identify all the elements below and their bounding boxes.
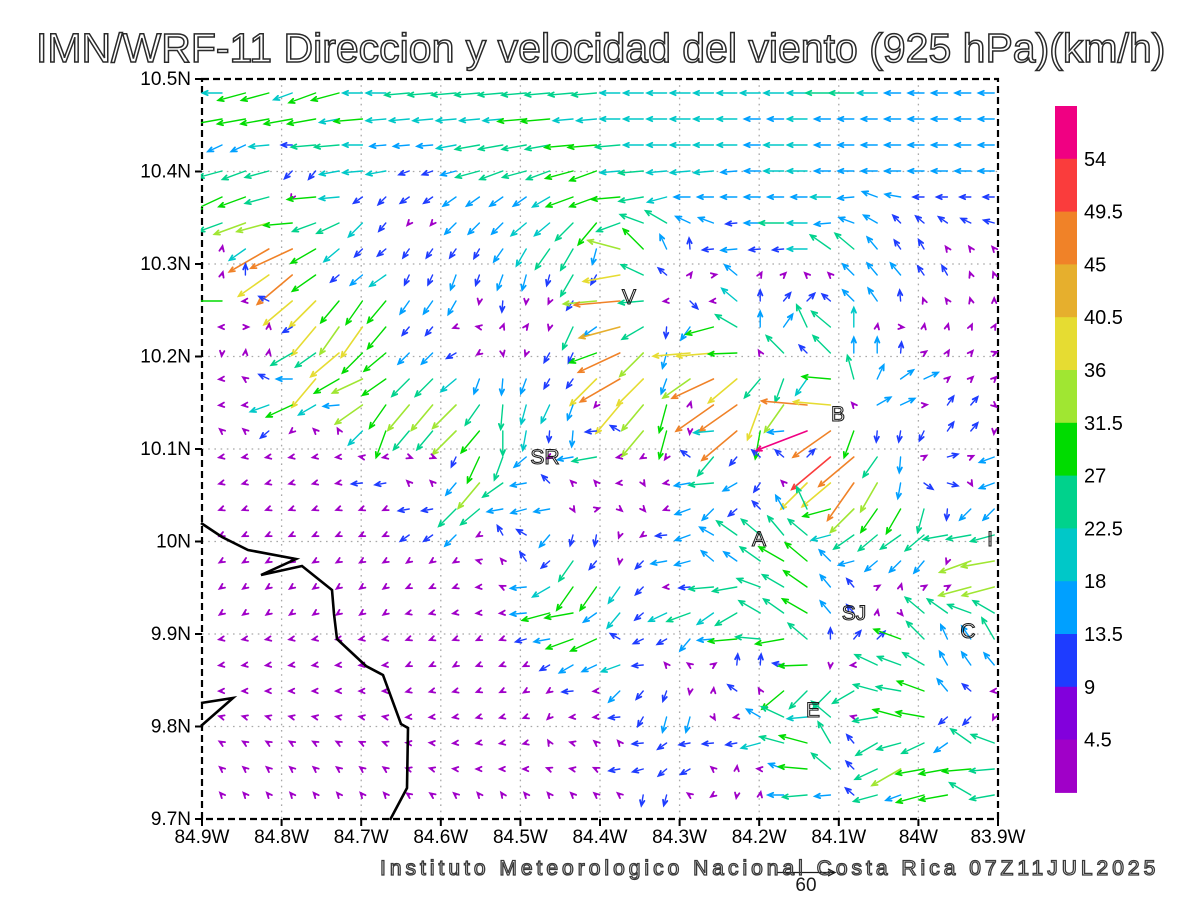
svg-text:C: C <box>960 620 975 643</box>
svg-text:36: 36 <box>1084 360 1106 382</box>
svg-text:E: E <box>806 699 820 722</box>
svg-text:84.8W: 84.8W <box>254 827 309 848</box>
svg-text:9.7N: 9.7N <box>151 809 191 830</box>
svg-text:84.1W: 84.1W <box>811 827 866 848</box>
svg-text:22.5: 22.5 <box>1084 518 1123 540</box>
svg-text:9: 9 <box>1084 677 1095 699</box>
svg-text:31.5: 31.5 <box>1084 413 1123 435</box>
svg-text:40.5: 40.5 <box>1084 307 1123 329</box>
svg-text:IMN/WRF-11 Direccion y velocid: IMN/WRF-11 Direccion y velocidad del vie… <box>36 25 1165 71</box>
svg-text:13.5: 13.5 <box>1084 624 1123 646</box>
svg-text:10.4N: 10.4N <box>140 162 191 183</box>
svg-text:84.3W: 84.3W <box>652 827 707 848</box>
svg-text:84.9W: 84.9W <box>175 827 230 848</box>
svg-text:Instituto Meteorologico Nacion: Instituto Meteorologico Nacional Costa R… <box>380 857 1159 880</box>
svg-text:84.7W: 84.7W <box>334 827 389 848</box>
svg-text:83.9W: 83.9W <box>971 827 1026 848</box>
svg-text:10.5N: 10.5N <box>140 69 191 90</box>
svg-text:A: A <box>752 528 766 551</box>
svg-text:84.2W: 84.2W <box>732 827 787 848</box>
svg-text:45: 45 <box>1084 254 1106 276</box>
svg-text:60: 60 <box>795 875 816 896</box>
svg-text:84.4W: 84.4W <box>573 827 628 848</box>
svg-text:10N: 10N <box>156 532 191 553</box>
svg-text:54: 54 <box>1084 149 1106 171</box>
svg-text:49.5: 49.5 <box>1084 202 1123 224</box>
svg-text:27: 27 <box>1084 466 1106 488</box>
svg-text:9.8N: 9.8N <box>151 717 191 738</box>
svg-text:84W: 84W <box>899 827 938 848</box>
svg-text:I: I <box>987 528 993 551</box>
svg-text:10.3N: 10.3N <box>140 254 191 275</box>
svg-text:SR: SR <box>530 446 559 469</box>
svg-text:10.2N: 10.2N <box>140 347 191 368</box>
svg-text:84.5W: 84.5W <box>493 827 548 848</box>
svg-text:84.6W: 84.6W <box>413 827 468 848</box>
svg-text:10.1N: 10.1N <box>140 439 191 460</box>
svg-text:4.5: 4.5 <box>1084 730 1112 752</box>
svg-text:9.9N: 9.9N <box>151 624 191 645</box>
svg-text:V: V <box>622 286 636 309</box>
svg-text:SJ: SJ <box>842 602 867 625</box>
svg-text:18: 18 <box>1084 571 1106 593</box>
svg-text:B: B <box>831 403 845 426</box>
